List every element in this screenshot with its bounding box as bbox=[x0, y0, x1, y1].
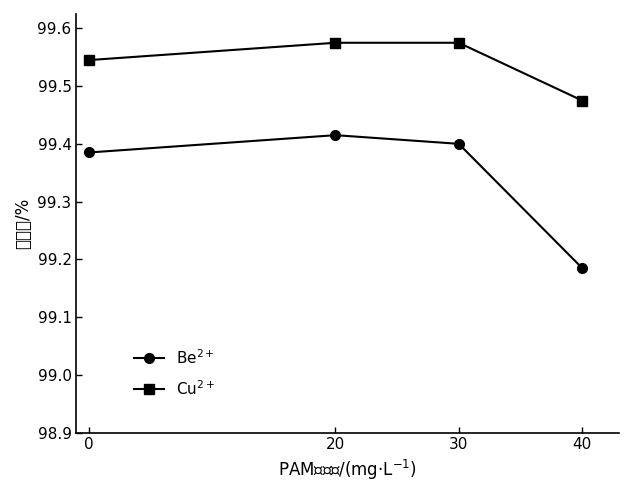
Cu$^{2+}$ bbox=[579, 98, 586, 104]
Line: Cu$^{2+}$: Cu$^{2+}$ bbox=[84, 38, 587, 105]
Cu$^{2+}$ bbox=[332, 40, 339, 46]
Y-axis label: 去除率/%: 去除率/% bbox=[14, 197, 32, 249]
Be$^{2+}$ bbox=[455, 141, 463, 147]
Be$^{2+}$ bbox=[579, 265, 586, 271]
Cu$^{2+}$ bbox=[85, 57, 92, 63]
X-axis label: PAM投加量/(mg·L$^{-1}$): PAM投加量/(mg·L$^{-1}$) bbox=[279, 458, 417, 482]
Cu$^{2+}$ bbox=[455, 40, 463, 46]
Be$^{2+}$ bbox=[332, 132, 339, 138]
Be$^{2+}$ bbox=[85, 149, 92, 155]
Legend: Be$^{2+}$, Cu$^{2+}$: Be$^{2+}$, Cu$^{2+}$ bbox=[127, 342, 222, 404]
Line: Be$^{2+}$: Be$^{2+}$ bbox=[84, 130, 587, 273]
